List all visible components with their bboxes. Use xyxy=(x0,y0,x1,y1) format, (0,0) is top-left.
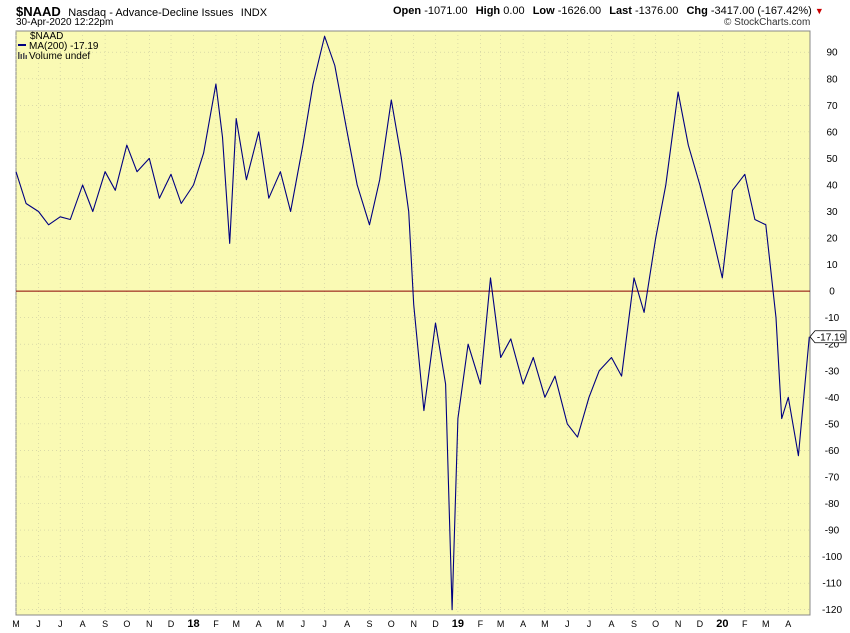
x-tick-label: M xyxy=(12,619,20,629)
last-value-tag xyxy=(809,330,847,344)
x-tick-label: S xyxy=(102,619,108,629)
y-tick-label: -100 xyxy=(822,552,842,563)
x-tick-label: F xyxy=(742,619,748,629)
x-tick-label: M xyxy=(232,619,240,629)
x-tick-label: M xyxy=(277,619,285,629)
x-tick-label: J xyxy=(58,619,63,629)
low-label: Low xyxy=(532,5,555,17)
x-tick-label: A xyxy=(256,619,262,629)
x-tick-label: D xyxy=(168,619,175,629)
series-line xyxy=(15,35,810,611)
x-tick-label: O xyxy=(652,619,659,629)
y-tick-label: -90 xyxy=(825,526,840,537)
y-tick-label: -110 xyxy=(822,579,842,590)
x-tick-label: J xyxy=(301,619,306,629)
x-tick-label: S xyxy=(631,619,637,629)
header-left: $NAAD Nasdaq - Advance-Decline Issues IN… xyxy=(16,3,267,21)
x-tick-label: S xyxy=(367,619,373,629)
x-tick-label: A xyxy=(520,619,526,629)
plot-area xyxy=(15,30,811,616)
y-tick-label: 80 xyxy=(826,74,838,85)
header-datetime: 30-Apr-2020 12:22pm xyxy=(16,17,114,28)
y-tick-label: -30 xyxy=(825,366,840,377)
last-value-label: -17.19 xyxy=(817,332,846,343)
volume-bars-icon xyxy=(18,52,27,59)
y-tick-label: -60 xyxy=(825,446,840,457)
x-tick-label: 20 xyxy=(716,618,728,630)
high-label: High xyxy=(475,5,501,17)
y-tick-label: 50 xyxy=(826,154,838,165)
y-tick-label: -120 xyxy=(822,605,842,616)
x-tick-label: D xyxy=(432,619,439,629)
legend-symbol: $NAAD xyxy=(30,31,63,42)
y-tick-label: -10 xyxy=(825,313,840,324)
x-tick-label: 19 xyxy=(452,618,464,630)
x-tick-label: A xyxy=(80,619,86,629)
legend-ma: MA(200) -17.19 xyxy=(29,41,99,52)
x-tick-label: J xyxy=(322,619,327,629)
y-tick-label: -80 xyxy=(825,499,840,510)
chg-value: -3417.00 (-167.42%) xyxy=(710,5,812,17)
watermark: © StockCharts.com xyxy=(724,17,811,28)
x-tick-label: A xyxy=(785,619,791,629)
header-ohlc: Open -1071.00 High 0.00 Low -1626.00 Las… xyxy=(393,5,824,17)
chart-description: Nasdaq - Advance-Decline Issues xyxy=(68,7,234,19)
x-tick-label: 18 xyxy=(187,618,199,630)
y-tick-label: -50 xyxy=(825,419,840,430)
x-tick-label: J xyxy=(587,619,592,629)
y-tick-label: 40 xyxy=(826,180,838,191)
y-tick-label: -70 xyxy=(825,472,840,483)
x-tick-label: M xyxy=(541,619,549,629)
open-label: Open xyxy=(393,5,422,17)
legend-volume: Volume undef xyxy=(29,51,90,62)
x-tick-label: F xyxy=(213,619,219,629)
open-value: -1071.00 xyxy=(424,5,468,17)
last-value: -1376.00 xyxy=(634,5,679,17)
x-tick-label: J xyxy=(565,619,570,629)
chg-label: Chg xyxy=(686,5,708,17)
x-tick-label: F xyxy=(478,619,484,629)
high-value: 0.00 xyxy=(503,5,525,17)
low-value: -1626.00 xyxy=(557,5,602,17)
x-tick-label: O xyxy=(123,619,130,629)
y-tick-label: 90 xyxy=(826,48,838,59)
y-tick-label: 60 xyxy=(826,127,838,138)
y-tick-label: -20 xyxy=(825,340,840,351)
x-tick-label: N xyxy=(410,619,417,629)
last-label: Last xyxy=(609,5,632,17)
x-tick-label: M xyxy=(762,619,770,629)
x-tick-label: O xyxy=(388,619,395,629)
y-tick-label: 70 xyxy=(826,101,838,112)
y-tick-label: 20 xyxy=(826,234,838,245)
x-tick-label: J xyxy=(36,619,41,629)
x-tick-label: N xyxy=(675,619,682,629)
down-arrow-icon: ▼ xyxy=(814,6,824,16)
x-tick-label: A xyxy=(608,619,614,629)
y-tick-label: 0 xyxy=(829,287,835,298)
y-tick-label: 30 xyxy=(826,207,838,218)
x-tick-label: A xyxy=(344,619,350,629)
x-tick-label: M xyxy=(497,619,505,629)
x-tick-label: D xyxy=(697,619,704,629)
chart-exchange: INDX xyxy=(240,7,268,19)
y-tick-label: -40 xyxy=(825,393,840,404)
x-tick-label: N xyxy=(146,619,153,629)
y-tick-label: 10 xyxy=(826,260,838,271)
chart-symbol: $NAAD xyxy=(16,4,61,19)
